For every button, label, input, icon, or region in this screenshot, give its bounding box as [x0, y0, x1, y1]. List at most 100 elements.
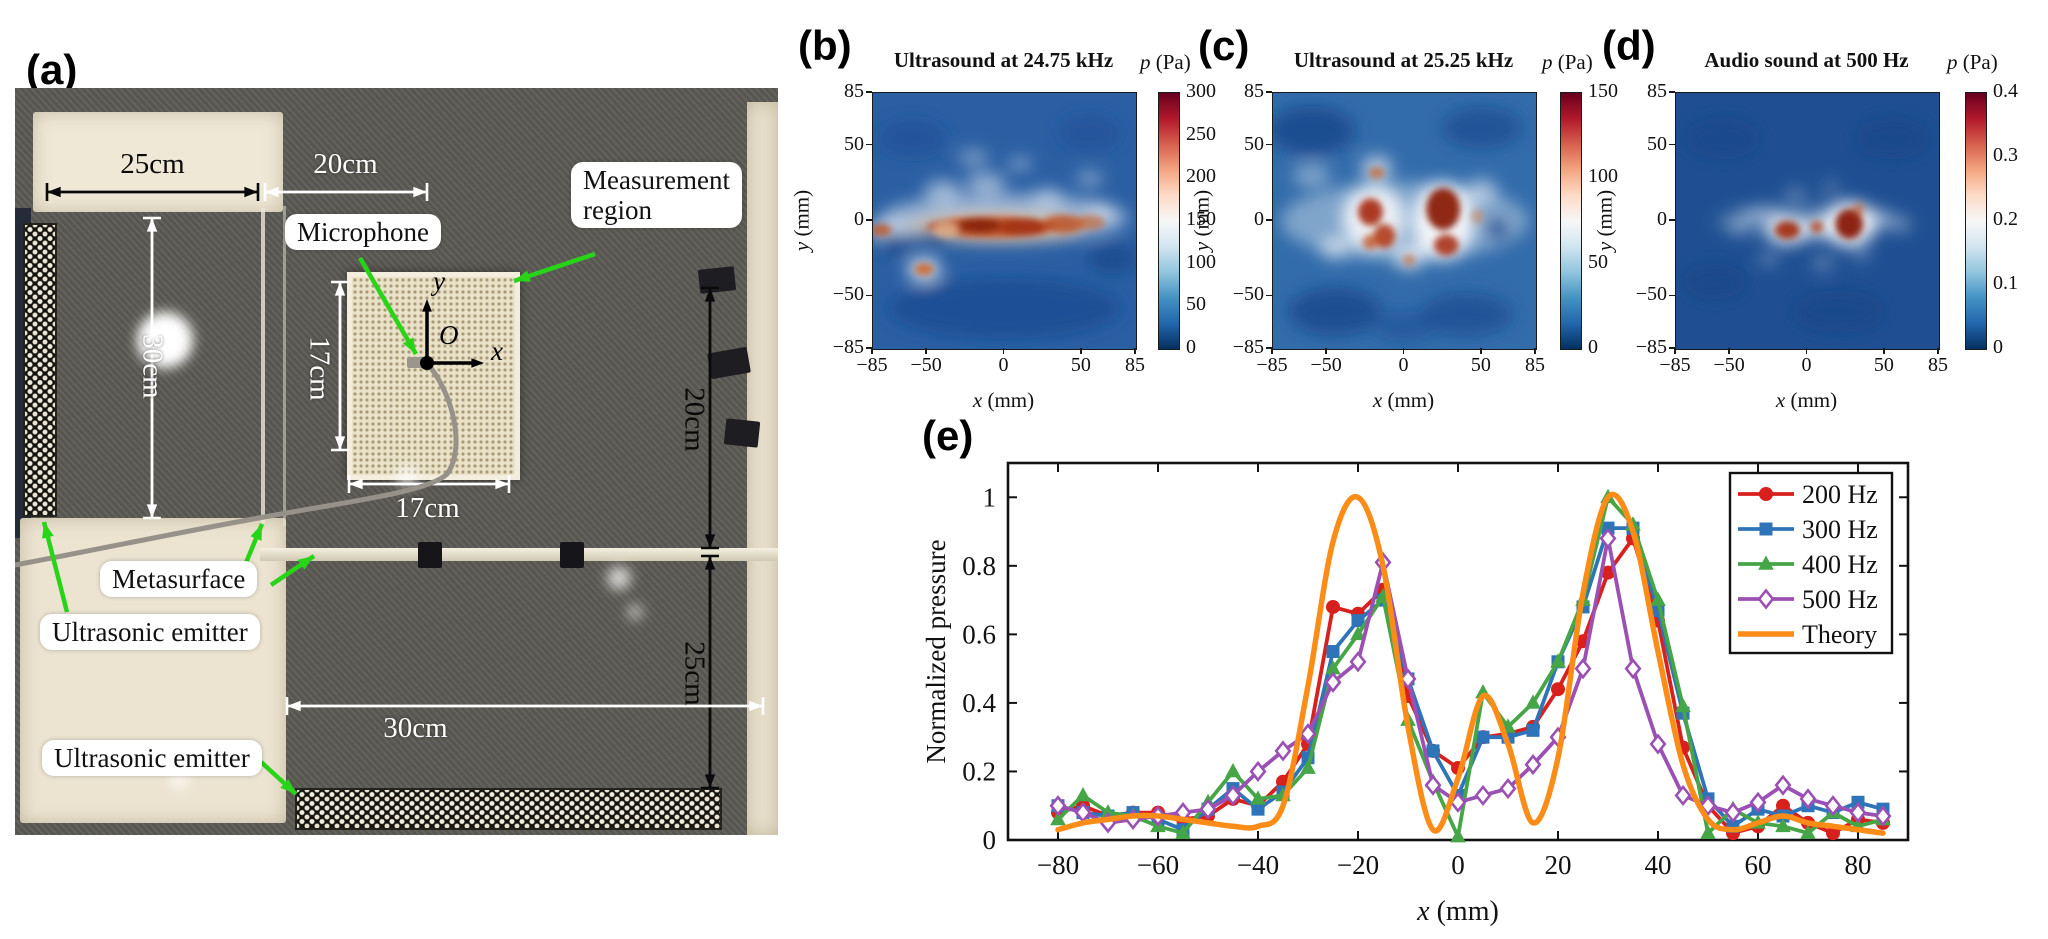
heatmap-d: [1675, 92, 1940, 350]
xtickmark: [1805, 348, 1808, 354]
experiment-photo: 25cm 20cm 30cm 17cm 17cm 20cm 25cm 30cm …: [15, 88, 778, 835]
label-metasurface: Metasurface: [100, 561, 258, 598]
xtickmark: [1728, 348, 1730, 354]
xtickmark: [1134, 348, 1136, 354]
svg-text:80: 80: [1845, 850, 1872, 880]
xtick: −50: [910, 354, 942, 376]
panel-c-label: (c): [1198, 22, 1250, 69]
xtick: 50: [1873, 354, 1894, 376]
series-400-hz: [1050, 488, 1891, 843]
xtickmark: [1402, 348, 1405, 354]
svg-text:60: 60: [1745, 850, 1772, 880]
svg-text:−80: −80: [1037, 850, 1079, 880]
ytick: 50: [1647, 132, 1667, 155]
cbtick: 200: [1186, 165, 1216, 188]
svg-text:x (mm): x (mm): [1416, 896, 1499, 927]
ytick: 85: [1244, 80, 1264, 102]
xtick: 85: [1125, 354, 1145, 376]
cbtick: 100: [1186, 250, 1216, 273]
dim-30cm-left: 30cm: [136, 334, 169, 399]
ytickmark: [1266, 91, 1272, 93]
xtick: −50: [1713, 354, 1745, 376]
foam-block-top: [33, 112, 283, 212]
dim-17cm-vertical: 17cm: [303, 336, 336, 401]
xtickmark: [1002, 348, 1005, 354]
ytickmark: [1669, 219, 1675, 221]
dim-30cm-bottom: 30cm: [383, 712, 448, 744]
dim-20cm-top: 20cm: [313, 148, 378, 180]
axis-y-label: y: [433, 266, 445, 296]
dim-25cm-right: 25cm: [678, 641, 711, 706]
svg-text:400 Hz: 400 Hz: [1802, 550, 1878, 579]
series-theory: [1055, 491, 1886, 836]
ytick: −85: [832, 336, 864, 358]
ytick: 0: [854, 208, 864, 230]
ultrasonic-emitter-array-bottom: [297, 790, 720, 828]
heatmap-xlabel-d: x (mm): [1775, 388, 1838, 412]
label-microphone: Microphone: [285, 214, 441, 251]
ytickmark: [1266, 347, 1272, 349]
xtick: −50: [1310, 354, 1342, 376]
xtick: 0: [1801, 354, 1812, 376]
light-reflection: [627, 604, 643, 620]
xtickmark: [1271, 348, 1273, 354]
xtick: 0: [1398, 354, 1409, 376]
ytickmark: [1669, 294, 1675, 297]
ytickmark: [1266, 294, 1272, 297]
xtick: −85: [1256, 354, 1288, 376]
heatmap-title-b: Ultrasound at 24.75 kHz: [893, 48, 1114, 72]
ytick: 85: [844, 80, 864, 102]
heatmap-xlabel-b: x (mm): [972, 388, 1035, 412]
heatmap-b: [872, 92, 1137, 350]
xtickmark: [1674, 348, 1676, 354]
dim-20cm-right: 20cm: [678, 387, 711, 452]
ytickmark: [1669, 91, 1675, 93]
svg-text:500 Hz: 500 Hz: [1802, 585, 1878, 614]
ytickmark: [866, 219, 872, 221]
glass-edge: [261, 208, 265, 523]
ytick: 50: [1244, 132, 1264, 155]
ytick: 50: [844, 132, 864, 155]
svg-text:Theory: Theory: [1802, 620, 1877, 649]
ytick: 0: [1657, 208, 1667, 230]
axis-origin-label: O: [439, 320, 459, 350]
cbtick: 0: [1993, 336, 2003, 358]
ytick: −50: [1232, 283, 1264, 306]
series-500-hz: [1049, 527, 1892, 834]
dim-17cm-horizontal: 17cm: [395, 492, 460, 524]
label-measurement-region: Measurement region: [571, 162, 742, 229]
ytick: 0: [1254, 208, 1264, 230]
ytickmark: [1266, 144, 1272, 146]
label-ultrasonic-emitter-top: Ultrasonic emitter: [40, 614, 260, 651]
ytickmark: [1669, 347, 1675, 349]
svg-text:1: 1: [983, 482, 997, 512]
svg-text:0: 0: [1451, 850, 1465, 880]
xtickmark: [1883, 348, 1885, 354]
cbtick: 250: [1186, 122, 1216, 145]
cbtick: 0.1: [1993, 272, 2018, 294]
svg-text:−20: −20: [1337, 850, 1379, 880]
xtickmark: [1480, 348, 1482, 354]
label-ultrasonic-emitter-bottom: Ultrasonic emitter: [42, 740, 262, 777]
microphone-body: [407, 357, 427, 368]
ytickmark: [1266, 219, 1272, 221]
panel-e-label: (e): [922, 412, 974, 459]
colorbar-b: [1158, 92, 1180, 350]
heatmap-title-c: Ultrasound at 25.25 kHz: [1293, 48, 1514, 72]
measurement-grid-board: [347, 272, 520, 480]
label-measurement-region-line1: Measurement: [583, 165, 730, 195]
cbtick: 0: [1186, 336, 1196, 358]
rod-clip: [418, 542, 442, 568]
xtick: 50: [1470, 354, 1491, 376]
svg-text:−60: −60: [1137, 850, 1179, 880]
panel-d-label: (d): [1602, 22, 1656, 69]
svg-text:300 Hz: 300 Hz: [1802, 515, 1878, 544]
cbtick: 100: [1588, 165, 1618, 188]
xtickmark: [1937, 348, 1939, 354]
cbtick: 50: [1186, 293, 1206, 316]
svg-text:Normalized pressure: Normalized pressure: [921, 539, 951, 763]
cbtick: 50: [1588, 250, 1608, 273]
svg-text:0.8: 0.8: [962, 551, 996, 581]
cbtick: 150: [1588, 80, 1618, 102]
metasurface-rod: [260, 548, 778, 561]
